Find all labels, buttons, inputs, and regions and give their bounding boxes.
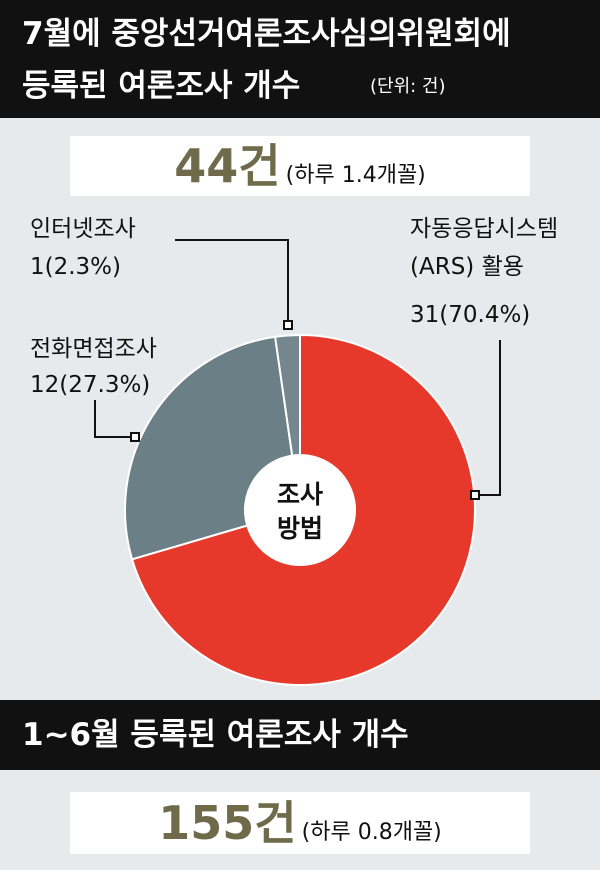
footer-total: 155건	[158, 796, 297, 850]
footer-box: 155건 (하루 0.8개꼴)	[70, 792, 530, 854]
footer-title: 1~6월 등록된 여론조사 개수	[22, 717, 409, 753]
value-label: 12(27.3%)	[30, 372, 151, 398]
header: 7월에 중앙선거여론조사심의위원회에 등록된 여론조사 개수 (단위: 건)	[0, 0, 600, 118]
leader-marker	[470, 490, 480, 500]
center-hole	[245, 455, 355, 565]
unit: (단위: 건)	[370, 76, 446, 97]
leader-line	[475, 340, 501, 496]
title-line: 7월에 중앙선거여론조사심의위원회에	[22, 16, 511, 52]
center-label: 조사	[277, 480, 323, 509]
center-label: 방법	[277, 514, 323, 543]
total-box: 44건 (하루 1.4개꼴)	[70, 136, 530, 196]
category-label: 전화면접조사	[30, 336, 157, 362]
total-note: (하루 1.4개꼴)	[285, 163, 426, 188]
value-label: 31(70.4%)	[410, 302, 531, 328]
leader-marker	[283, 320, 293, 330]
leader-line	[175, 239, 289, 325]
category-label: 자동응답시스템 (ARS) 활용	[410, 216, 559, 280]
leader-marker	[130, 432, 140, 442]
category-label: 인터넷조사	[30, 216, 136, 242]
total: 44건	[174, 139, 281, 193]
title-line: 등록된 여론조사 개수	[22, 68, 301, 104]
footer-band: 1~6월 등록된 여론조사 개수	[0, 700, 600, 770]
footer-note: (하루 0.8개꼴)	[301, 820, 442, 845]
leader-line	[94, 400, 135, 438]
value-label: 1(2.3%)	[30, 254, 122, 280]
